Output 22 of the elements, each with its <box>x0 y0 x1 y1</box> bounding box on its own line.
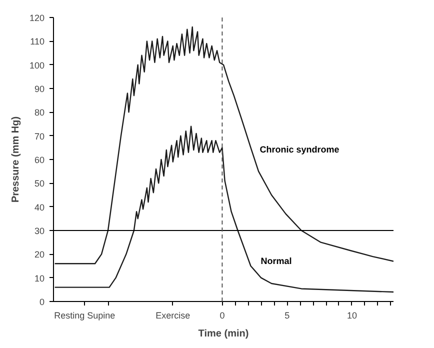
series-label: Chronic syndrome <box>260 144 340 155</box>
y-tick-label: 80 <box>34 108 45 118</box>
x-tick-label: 5 <box>284 310 290 320</box>
y-tick-label: 0 <box>39 297 45 307</box>
y-tick-label: 30 <box>34 226 45 236</box>
y-tick-label: 100 <box>29 60 45 70</box>
y-tick-label: 60 <box>34 155 45 165</box>
y-tick-label: 40 <box>34 202 45 212</box>
x-tick-label: Resting Supine <box>54 310 116 320</box>
y-tick-label: 90 <box>34 84 45 94</box>
y-tick-label: 70 <box>34 131 45 142</box>
y-tick-label: 20 <box>34 250 45 260</box>
x-tick-label: Exercise <box>156 310 190 320</box>
x-axis-title: Time (min) <box>198 328 249 340</box>
x-tick-label: 10 <box>346 310 357 320</box>
y-axis-title: Pressure (mm Hg) <box>10 116 22 203</box>
y-tick-label: 110 <box>30 36 45 47</box>
y-tick-label: 10 <box>34 273 45 284</box>
y-tick-label: 50 <box>34 178 45 189</box>
y-tick-label: 120 <box>29 13 45 23</box>
x-tick-label: 0 <box>220 310 225 320</box>
series-label: Normal <box>260 256 292 266</box>
